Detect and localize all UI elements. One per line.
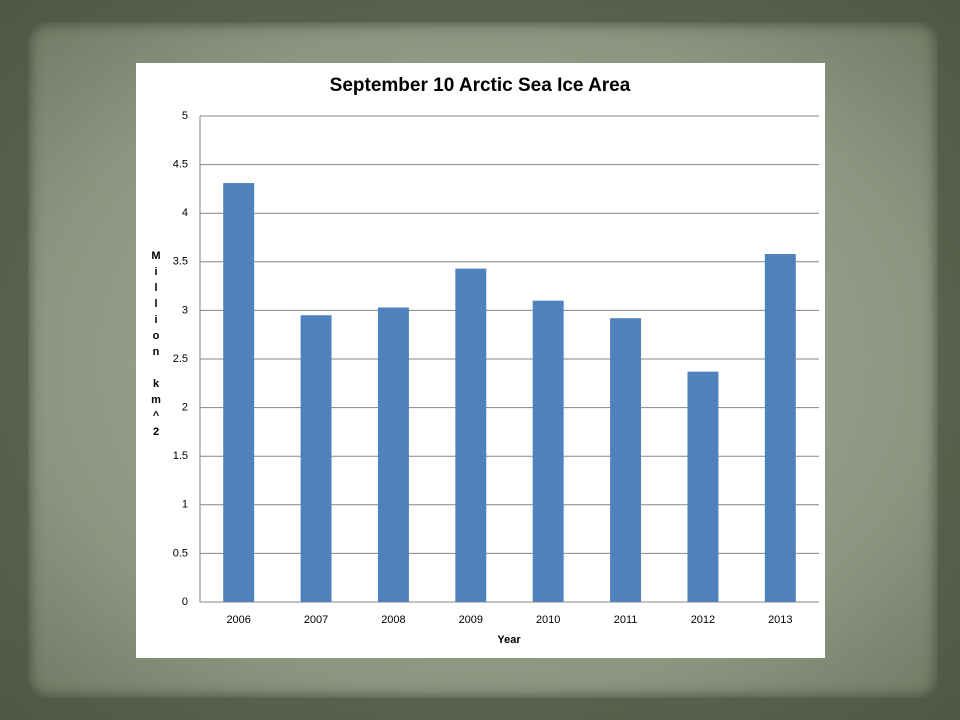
x-tick-label: 2013 bbox=[768, 614, 792, 626]
chart-title: September 10 Arctic Sea Ice Area bbox=[330, 75, 631, 96]
bar bbox=[687, 371, 719, 602]
y-tick-label: 4 bbox=[182, 207, 188, 219]
y-tick-label: 5 bbox=[182, 110, 188, 122]
x-tick-label: 2010 bbox=[536, 614, 560, 626]
x-tick-label: 2009 bbox=[459, 614, 483, 626]
y-tick-label: 4.5 bbox=[173, 159, 188, 171]
y-tick-label: 2 bbox=[182, 402, 188, 414]
bar bbox=[377, 307, 409, 602]
x-tick-label: 2007 bbox=[304, 614, 328, 626]
bar bbox=[300, 315, 332, 602]
y-tick-label: 2.5 bbox=[173, 353, 188, 365]
x-tick-label: 2011 bbox=[614, 614, 638, 626]
y-tick-label: 3.5 bbox=[173, 256, 188, 268]
bar bbox=[223, 183, 255, 602]
y-tick-label: 0 bbox=[182, 596, 188, 608]
y-tick-label: 3 bbox=[182, 304, 188, 316]
bar bbox=[455, 268, 487, 602]
y-tick-label: 0.5 bbox=[173, 547, 188, 559]
y-tick-label: 1 bbox=[182, 499, 188, 511]
x-tick-label: 2008 bbox=[381, 614, 405, 626]
x-axis-label: Year bbox=[497, 634, 521, 646]
y-tick-label: 1.5 bbox=[173, 450, 188, 462]
x-tick-label: 2012 bbox=[691, 614, 715, 626]
x-tick-label: 2006 bbox=[226, 614, 250, 626]
y-axis-label: Million km^2 bbox=[150, 250, 162, 442]
bar bbox=[532, 300, 564, 602]
bar bbox=[610, 318, 642, 602]
bar bbox=[764, 254, 796, 603]
